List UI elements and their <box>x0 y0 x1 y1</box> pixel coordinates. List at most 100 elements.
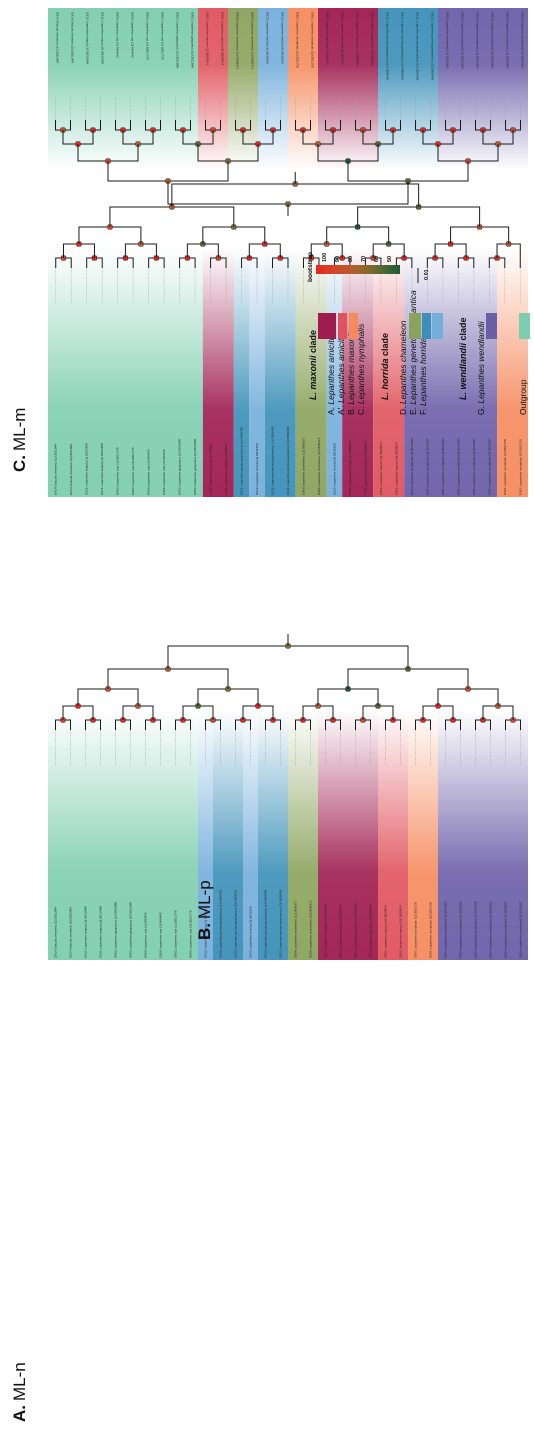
leaf-label: DX02 Lepanthes gargantua (2) DB11868 <box>193 439 197 495</box>
clade-band-F <box>326 248 343 497</box>
leaf-label: DX01 Lepanthes amicitiae (2) DB08611 <box>339 903 343 958</box>
leaf-label: DX11 Lepanthes genetoapophantica (1) DB0… <box>264 889 268 958</box>
legend: L. maxonii clade A. Lepanthes amicitiaeA'… <box>307 252 530 415</box>
panel-a-title: A. ML-n <box>10 1362 29 1422</box>
leaf-label: DX06 Lepanthes chameleon (2) DB05371 <box>251 12 255 70</box>
leaf-label: DX04 Lepanthes wendlandii (1) DB11964 <box>476 12 480 69</box>
bootstrap-colorbar <box>316 265 400 274</box>
leaf-label: DX04 Lepanthes wendlandii (2) DB11964 <box>489 901 493 958</box>
clade-band-outgroup <box>48 8 198 170</box>
clade-band-A <box>202 248 234 497</box>
leaf-label: DX01 Lepanthes nymphalis (2) DB11705 <box>311 12 315 68</box>
leaf-label: DX11 Lepanthes exiguia (2) DB12848 <box>99 906 103 958</box>
leaf-label: DX01 Lepanthes amicitiae (1) AB8614 <box>209 442 213 495</box>
leaf-label: DX11 Lepanthes genetoapophantica (2) DB0… <box>401 12 405 81</box>
bootstrap-tick-label: 100 <box>322 253 328 262</box>
leaf-label: DX04 Lepanthes wendlandii (1) DB11964 <box>474 901 478 958</box>
leaf-label: DX11 Lepanthes genetoapophantica (1) DB0… <box>240 426 244 495</box>
leaf-label: DX12 Lepanthes horrida (1) DB11609 <box>255 443 259 495</box>
leaf-label: DX12 Lepanthes horrida (1) DB11609 <box>266 12 270 64</box>
leaf-label: DX06 Lepanthes chameleon (1) DB05371 <box>236 12 240 70</box>
panel-b-letter: B. <box>195 923 214 940</box>
legend-item: F. Lepanthes horrida <box>418 337 428 415</box>
leaf-label: DX06 Lepanthes chameleon (1) DB05371 <box>294 900 298 958</box>
leaf-label: DX11 Lepanthes genetoapophantica (1) DB0… <box>271 426 275 495</box>
leaf-label: DX04 Lepanthes wendlandii (1) DB11963 <box>444 901 448 958</box>
svg-text:B.ML-p: B. ML-p <box>195 880 214 940</box>
legend-swatch <box>338 313 347 339</box>
leaf-label: DX04 Lepanthes wendlandii (1) DB11967 <box>472 438 476 495</box>
clade-band-E <box>213 710 243 960</box>
leaf-label: DX01 Lepanthes nymphalis (1) DB11705 <box>503 439 507 495</box>
legend-horrida-clade-heading: L. horrida clade <box>380 333 390 400</box>
tree-branch <box>167 645 409 669</box>
leaf-label: DX04 Lepanthes wendlandii (1) DB11963 <box>441 438 445 495</box>
leaf-label: DX01 Lepanthes amicitiae (1) DB08611 <box>348 440 352 495</box>
clade-band-D <box>295 248 327 497</box>
leaf-label: DX02 Lepanthes ruta (2) DB11778 <box>189 910 193 958</box>
leaf-label: DX01 Lepanthes amicitiae (2) DB08614 <box>369 903 373 958</box>
svg-text:C.ML-m: C. ML-m <box>10 408 29 472</box>
bootstrap-tick-label: 90 <box>335 256 341 262</box>
leaf-label: DX11 Lepanthes exiguia (2) DB12848 <box>101 12 105 64</box>
leaf-label: DX01 Lepanthes maxonii (1) DB08814 <box>206 12 210 65</box>
leaf-label: DX11 Lepanthes genetoapophantica (2) DB0… <box>286 426 290 495</box>
panel-c-ml-m: DX14 Dracula chimaera (1) DB11984 DX14 Dr… <box>48 8 528 216</box>
leaf-label: DX12 Lepanthes horrida (2) DB11609 <box>249 906 253 958</box>
leaf-label: DX01 Lepanthes maxonii (2) DB08814 <box>399 905 403 958</box>
leaf-label: DX01 Lepanthes nymphalis (1) DB11705 <box>296 12 300 68</box>
clade-band-B <box>373 248 405 497</box>
svg-text:A.ML-n: A. ML-n <box>10 1362 29 1422</box>
leaf-label: DX04 Lepanthes wendlandii (2) DB11964 <box>491 12 495 69</box>
legend-wendlandii-clade-heading: L. wendlandii clade <box>458 317 468 400</box>
legend-swatch <box>422 313 431 339</box>
leaf-label: DX01 Lepanthes amicitiae (1) DB08611 <box>356 12 360 67</box>
leaf-label: DX01 Lepanthes maxonii (2) DB08814 <box>394 442 398 495</box>
leaf-label: DX06 Lepanthes ruta (1) AN4442 <box>116 12 120 58</box>
clade-band-F <box>198 710 213 960</box>
clade-band-G <box>438 710 528 960</box>
legend-item: C. Lepanthes nymphalis <box>356 323 366 415</box>
leaf-label: DX12 Lepanthes horrida (2) DB11609 <box>332 443 336 495</box>
leaf-label: DX01 Lepanthes maxonii (2) DB08814 <box>221 12 225 65</box>
clade-band-A <box>342 248 374 497</box>
leaf-label: DX06 Lepanthes chameleon (1) DB05371 <box>301 437 305 495</box>
leaf-label: DX11 Lepanthes exiguia (1) DB12848 <box>86 12 90 64</box>
clade-band-E <box>264 248 296 497</box>
leaf-label: DX01 Lepanthes amicitiae (1) DB08611 <box>324 903 328 958</box>
scale-bar-label: 0.01 <box>424 269 430 280</box>
leaf-label: DX01 Lepanthes amicitiae (2) DB08611 <box>363 440 367 495</box>
leaf-label: DX06 Lepanthes ruta (2) AN4442 <box>162 449 166 495</box>
panel-a-letter: A. <box>10 1405 29 1422</box>
leaf-label: DX14 Dracula chimaera (1) DB11984 <box>54 907 58 958</box>
panel-c-name: ML-m <box>10 408 29 451</box>
legend-item: D. Lepanthes chameleon <box>398 320 408 415</box>
leaf-label: DX14 Dracula chimaera (2) DB11984 <box>71 12 75 63</box>
clade-band-D <box>288 710 318 960</box>
leaf-label: DX14 Dracula chimaera (2) DB11984 <box>69 444 73 495</box>
leaf-label: DX06 Lepanthes chameleon (2) DB05371 <box>309 900 313 958</box>
clade-band-B <box>378 710 408 960</box>
clade-band-outgroup <box>48 710 198 960</box>
legend-swatch <box>409 313 421 339</box>
leaf-label: DX04 Lepanthes wendlandii (2) DB11967 <box>521 12 525 69</box>
leaf-label: DX02 Lepanthes ruta (1) DB11778 <box>116 447 120 495</box>
bootstrap-tick-label: 70 <box>361 256 367 262</box>
leaf-label: DX04 Lepanthes wendlandii (1) DB11964 <box>410 438 414 495</box>
legend-swatch <box>349 313 358 339</box>
leaf-label: DX14 Dracula chimaera (1) DB11984 <box>54 444 58 495</box>
bootstrap-tick-label: 80 <box>348 256 354 262</box>
leaf-label: DX12 Lepanthes horrida (2) DB11609 <box>281 12 285 64</box>
leaf-label: DX04 Lepanthes wendlandii (2) DB11963 <box>461 12 465 69</box>
leaf-label: DX11 Lepanthes genetoapophantica (2) DB0… <box>234 889 238 958</box>
panel-a-ml-n: DX14 Dracula chimaera (1) DB11984 DX14 Dr… <box>48 634 528 960</box>
leaf-label: DX04 Lepanthes wendlandii (2) DB11967 <box>519 901 523 958</box>
tree-branch <box>357 206 481 227</box>
leaf-label: DX14 Dracula chimaera (2) DB11984 <box>69 907 73 958</box>
clade-band-C <box>497 248 528 497</box>
leaf-label: DX01 Lepanthes amicitiae (1) DB08614 <box>354 903 358 958</box>
leaf-label: DX11 Lepanthes exiguia (1) DB12848 <box>85 443 89 495</box>
legend-item: E. Lepanthes genetoapophantica <box>408 290 418 415</box>
clade-band-A <box>318 710 378 960</box>
